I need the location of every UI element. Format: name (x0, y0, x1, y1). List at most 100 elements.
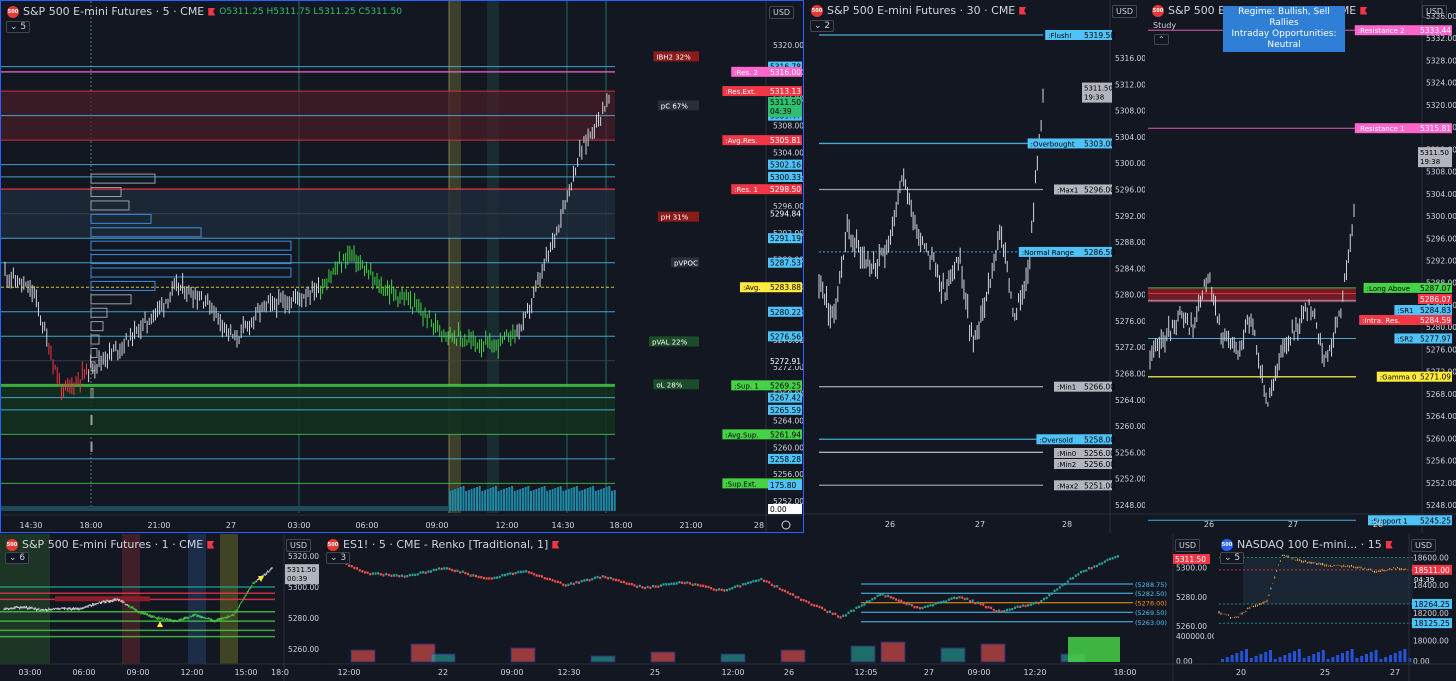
volume-bar (476, 487, 478, 511)
renko-brick (543, 577, 546, 580)
renko-brick (596, 575, 599, 579)
renko-brick (659, 584, 662, 587)
flag-icon[interactable] (208, 7, 216, 16)
renko-brick (1048, 593, 1051, 597)
renko-brick (807, 601, 810, 604)
indicator-collapse-button[interactable]: ⌄ 5 (1220, 552, 1245, 564)
renko-brick (784, 589, 787, 593)
price-label-bg (768, 429, 802, 440)
flag-icon[interactable] (1385, 540, 1393, 549)
price-label-bg (1082, 459, 1112, 469)
renko-brick (829, 610, 832, 613)
regime-line: Regime: Bullish, Sell Rallies (1238, 7, 1330, 28)
chart-title[interactable]: ES1! · 5 · CME - Renko [Traditional, 1] (343, 538, 549, 551)
currency-button[interactable]: USD (769, 6, 795, 19)
currency-button[interactable]: USD (286, 539, 312, 552)
chart-panel-es-1m[interactable]: 5320.00 5300.00 5280.00 5260.00 5311.50 00:39… (0, 534, 320, 681)
price-label-bg (1412, 618, 1452, 629)
indicator-collapse-button[interactable]: ⌄ 3 (326, 552, 351, 564)
chart-title[interactable]: S&P 500 E-mini Futures · 5 · CME (23, 5, 205, 18)
chart-panel-es-renko[interactable]: (5288.75) (5282.50) (5276.00) (5269.50) (526… (321, 534, 1214, 681)
renko-brick (712, 588, 715, 591)
chart-title[interactable]: NASDAQ 100 E-mini... · 15 (1237, 538, 1382, 551)
currency-button[interactable]: USD (1112, 5, 1138, 18)
indicator-collapse-button[interactable]: ⌄ 6 (5, 552, 30, 564)
price-label: 5313.13 (770, 87, 801, 96)
volume-bar (481, 491, 484, 511)
volume-profile-bar (90, 213, 152, 224)
study-collapse-button[interactable]: ⌃ (1154, 34, 1169, 45)
chart-panel-es-30m-b[interactable]: 5336.005332.005328.005324.005320.005316.… (1146, 0, 1456, 533)
renko-brick (599, 576, 602, 580)
volume-bar (1355, 658, 1359, 662)
flag-icon[interactable] (1019, 6, 1027, 15)
chart-title[interactable]: S&P 500 E-mini Futures · 1 · CME (22, 538, 204, 551)
flag-icon[interactable] (1360, 6, 1368, 15)
renko-brick (984, 605, 987, 609)
chart-p4-canvas[interactable]: 5320.00 5300.00 5280.00 5260.00 5311.5000:39… (0, 534, 320, 681)
renko-brick (773, 585, 776, 588)
renko-brick (844, 614, 847, 617)
box-label: (5282.50) (1135, 590, 1167, 598)
price-label-bg (768, 184, 802, 195)
volume-bar (519, 489, 522, 511)
price-axis-tick: 5300.00 (1426, 212, 1456, 221)
renko-brick (670, 582, 673, 585)
currency-button[interactable]: USD (1175, 539, 1201, 552)
volume-bar (497, 491, 500, 511)
currency-button[interactable]: USD (1422, 5, 1448, 18)
indicator-collapse-button[interactable]: ⌄ 2 (810, 20, 835, 32)
volume-bar (1403, 649, 1407, 662)
indicator-collapse-button[interactable]: ⌄ 5 (6, 21, 31, 33)
price-label-bg (768, 171, 802, 182)
renko-brick (725, 588, 728, 592)
renko-brick (369, 572, 372, 576)
currency-button[interactable]: USD (1411, 539, 1437, 552)
volume-bar (489, 488, 492, 511)
chart-p6-canvas[interactable]: 18600.00 18400.00 18200.00 18000.00 0.00 1851… (1215, 534, 1456, 681)
chart-title[interactable]: S&P 500 E-mini Futures · 30 · CME (827, 4, 1016, 17)
renko-brick (485, 577, 488, 580)
price-axis-tick: 5256.00 (1426, 457, 1456, 466)
renko-brick (728, 587, 731, 591)
time-axis-tick: 27 (975, 520, 985, 529)
renko-brick (395, 574, 398, 577)
current-price: 5311.50 (1420, 149, 1449, 157)
renko-brick (881, 593, 884, 596)
renko-brick (385, 572, 388, 576)
renko-brick (480, 576, 483, 579)
volume-bar (546, 491, 549, 511)
volume-bar (1225, 657, 1229, 662)
renko-brick (741, 583, 744, 586)
flag-icon[interactable] (207, 540, 215, 549)
renko-brick (625, 582, 628, 585)
renko-brick (855, 606, 858, 610)
chart-p5-canvas[interactable]: (5288.75)(5282.50) (5276.00)(5269.50) (526… (321, 534, 1214, 681)
level-tag-bg (671, 257, 699, 268)
chart-header: 500 S&P 500 E-mini Futures · 5 · CME O53… (7, 5, 402, 18)
chart-panel-nq-15m[interactable]: 18600.00 18400.00 18200.00 18000.00 0.00 1851… (1215, 534, 1456, 681)
renko-brick (781, 588, 784, 592)
volume-bar (1297, 649, 1301, 662)
current-price: 5311.50 (1175, 555, 1206, 564)
chart-p2-canvas[interactable]: 5316.00 5312.00 5308.00 5304.00 5300.00 5296.… (805, 0, 1145, 533)
flag-icon[interactable] (552, 540, 560, 549)
renko-brick (348, 564, 351, 567)
time-axis-tick: 12:30 (557, 668, 580, 677)
price-label: 5303.00 (1084, 139, 1115, 148)
volume-bar (611, 491, 613, 511)
price-axis-tick: 5296.00 (1426, 234, 1456, 243)
renko-brick (424, 571, 427, 575)
renko-brick (821, 606, 824, 610)
chart-panel-es-5m[interactable]: IBH2 32% pC 67% pH 31% pVPOC pVAL 22% oL 28% 5… (0, 0, 804, 533)
volume-bar (1293, 651, 1296, 662)
renko-brick (575, 580, 578, 584)
chart-p3-canvas[interactable]: 5336.005332.005328.005324.005320.005316.… (1146, 0, 1456, 533)
volume-bar (551, 489, 554, 511)
chart-panel-es-30m-a[interactable]: 5316.00 5312.00 5308.00 5304.00 5300.00 5296.… (805, 0, 1145, 533)
volume-profile-bar (90, 388, 94, 399)
chart-p1-canvas[interactable]: IBH2 32% pC 67% pH 31% pVPOC pVAL 22% oL 28% 5… (1, 1, 804, 533)
renko-brick (900, 599, 903, 603)
volume-bar (1369, 652, 1373, 662)
renko-brick (519, 570, 522, 574)
